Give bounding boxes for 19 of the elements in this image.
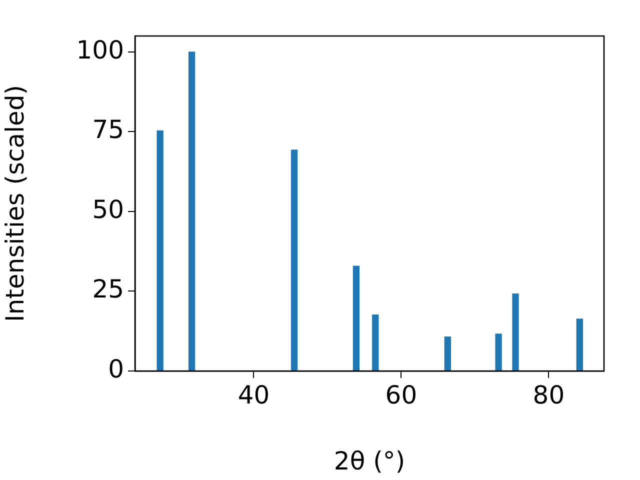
x-tick-label: 80 xyxy=(532,380,565,410)
bar xyxy=(352,266,360,371)
bar xyxy=(444,336,451,371)
bar xyxy=(372,314,379,371)
y-axis-title: Intensities (scaled) xyxy=(0,84,30,322)
x-tick-label: 40 xyxy=(238,380,270,410)
x-axis-title: 2θ (°) xyxy=(334,446,406,476)
y-tick-label: 50 xyxy=(92,194,124,224)
bar xyxy=(576,318,583,371)
y-tick-label: 0 xyxy=(108,354,124,384)
y-tick-label: 100 xyxy=(76,35,124,64)
y-tick-label: 75 xyxy=(92,115,124,144)
x-tick-label: 60 xyxy=(385,380,418,410)
bar xyxy=(156,130,164,371)
bar xyxy=(512,293,519,371)
bar xyxy=(290,150,298,371)
bar xyxy=(495,334,502,371)
y-tick-label: 25 xyxy=(92,274,124,304)
bar xyxy=(188,52,196,371)
